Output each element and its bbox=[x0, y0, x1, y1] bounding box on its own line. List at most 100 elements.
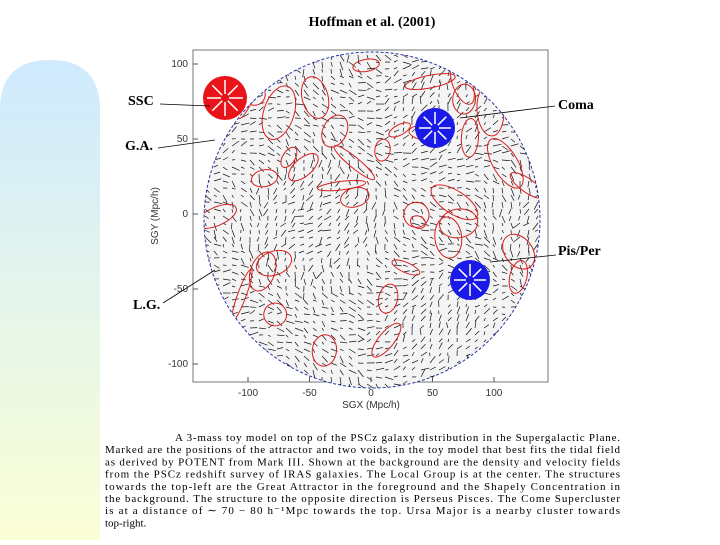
vector bbox=[520, 339, 525, 342]
vector bbox=[205, 48, 210, 55]
vector bbox=[285, 55, 286, 61]
vector bbox=[250, 340, 253, 342]
vector bbox=[475, 78, 477, 83]
vector bbox=[538, 307, 546, 310]
vector bbox=[520, 100, 527, 104]
vector bbox=[529, 327, 533, 328]
vector bbox=[466, 74, 470, 76]
y-tick-label: -100 bbox=[168, 359, 188, 370]
vector bbox=[223, 354, 232, 356]
vector bbox=[214, 312, 217, 314]
vector bbox=[529, 363, 538, 364]
vector bbox=[232, 348, 236, 356]
vector bbox=[502, 55, 508, 58]
vector bbox=[529, 335, 532, 338]
vector bbox=[448, 374, 452, 377]
caption-line: top-right. bbox=[105, 517, 146, 529]
vector bbox=[475, 53, 478, 55]
vector bbox=[259, 55, 263, 60]
vector bbox=[511, 97, 514, 99]
vector bbox=[277, 370, 283, 372]
vector bbox=[250, 55, 254, 62]
side-gradient bbox=[0, 60, 100, 540]
vector bbox=[511, 377, 516, 384]
vector bbox=[250, 363, 253, 364]
vector bbox=[538, 132, 544, 137]
vector bbox=[205, 113, 208, 118]
vector bbox=[520, 62, 523, 66]
vector bbox=[502, 100, 505, 104]
vector bbox=[511, 69, 519, 70]
vector bbox=[214, 298, 223, 300]
vector bbox=[538, 104, 542, 107]
vector bbox=[204, 334, 205, 342]
vector bbox=[493, 351, 497, 356]
vector bbox=[529, 349, 532, 351]
caption-line: towards the top-left are the Great Attra… bbox=[105, 481, 620, 493]
vector bbox=[511, 320, 518, 321]
vector bbox=[439, 53, 444, 55]
vector bbox=[205, 157, 209, 160]
vector bbox=[502, 377, 505, 379]
caption-line: the background. The structure to the opp… bbox=[105, 493, 620, 505]
vector bbox=[214, 318, 216, 321]
vector bbox=[520, 363, 525, 368]
vector bbox=[475, 70, 479, 76]
vector bbox=[259, 83, 267, 86]
vector bbox=[232, 62, 235, 63]
label-pisper: Pis/Per bbox=[558, 244, 601, 259]
vector bbox=[448, 54, 452, 55]
vector bbox=[223, 69, 226, 76]
vector bbox=[214, 381, 220, 384]
vector bbox=[511, 370, 515, 375]
vector bbox=[214, 338, 216, 342]
vector bbox=[205, 59, 208, 62]
vector bbox=[538, 272, 540, 275]
caption-line: from the PSCz redshift survey of IRAS ga… bbox=[105, 469, 620, 481]
vector bbox=[502, 93, 507, 97]
vector bbox=[529, 69, 531, 73]
vector bbox=[538, 125, 542, 128]
vector bbox=[214, 62, 222, 63]
vector bbox=[520, 370, 525, 374]
vector bbox=[466, 52, 472, 55]
vector bbox=[493, 60, 501, 62]
vector bbox=[529, 62, 531, 64]
vector bbox=[304, 55, 305, 62]
vector bbox=[295, 62, 296, 70]
vector bbox=[232, 74, 239, 76]
survey-disk bbox=[204, 52, 540, 388]
vector bbox=[529, 321, 537, 322]
vector bbox=[502, 62, 509, 65]
vector bbox=[250, 370, 258, 373]
vector bbox=[538, 160, 541, 165]
vector bbox=[493, 363, 499, 364]
vector bbox=[241, 62, 247, 63]
vector bbox=[214, 68, 218, 69]
vector bbox=[430, 383, 435, 384]
vector bbox=[538, 286, 541, 289]
vector bbox=[466, 377, 470, 378]
vector bbox=[232, 54, 236, 55]
vector bbox=[223, 323, 227, 328]
vector bbox=[529, 342, 536, 348]
vector bbox=[502, 75, 507, 76]
vector bbox=[232, 325, 239, 328]
vector bbox=[331, 384, 333, 387]
vector bbox=[493, 343, 499, 349]
vector bbox=[250, 89, 254, 90]
vector bbox=[538, 76, 539, 82]
vector bbox=[529, 83, 534, 90]
vector bbox=[475, 383, 480, 384]
vector bbox=[250, 96, 258, 97]
vector bbox=[529, 118, 534, 123]
vector bbox=[268, 69, 271, 73]
vector bbox=[214, 359, 219, 363]
vector bbox=[204, 344, 205, 349]
vector bbox=[493, 88, 498, 90]
vector bbox=[259, 353, 267, 356]
vector bbox=[205, 304, 209, 307]
vector bbox=[277, 62, 279, 64]
vector bbox=[538, 62, 542, 68]
vector bbox=[538, 69, 540, 76]
